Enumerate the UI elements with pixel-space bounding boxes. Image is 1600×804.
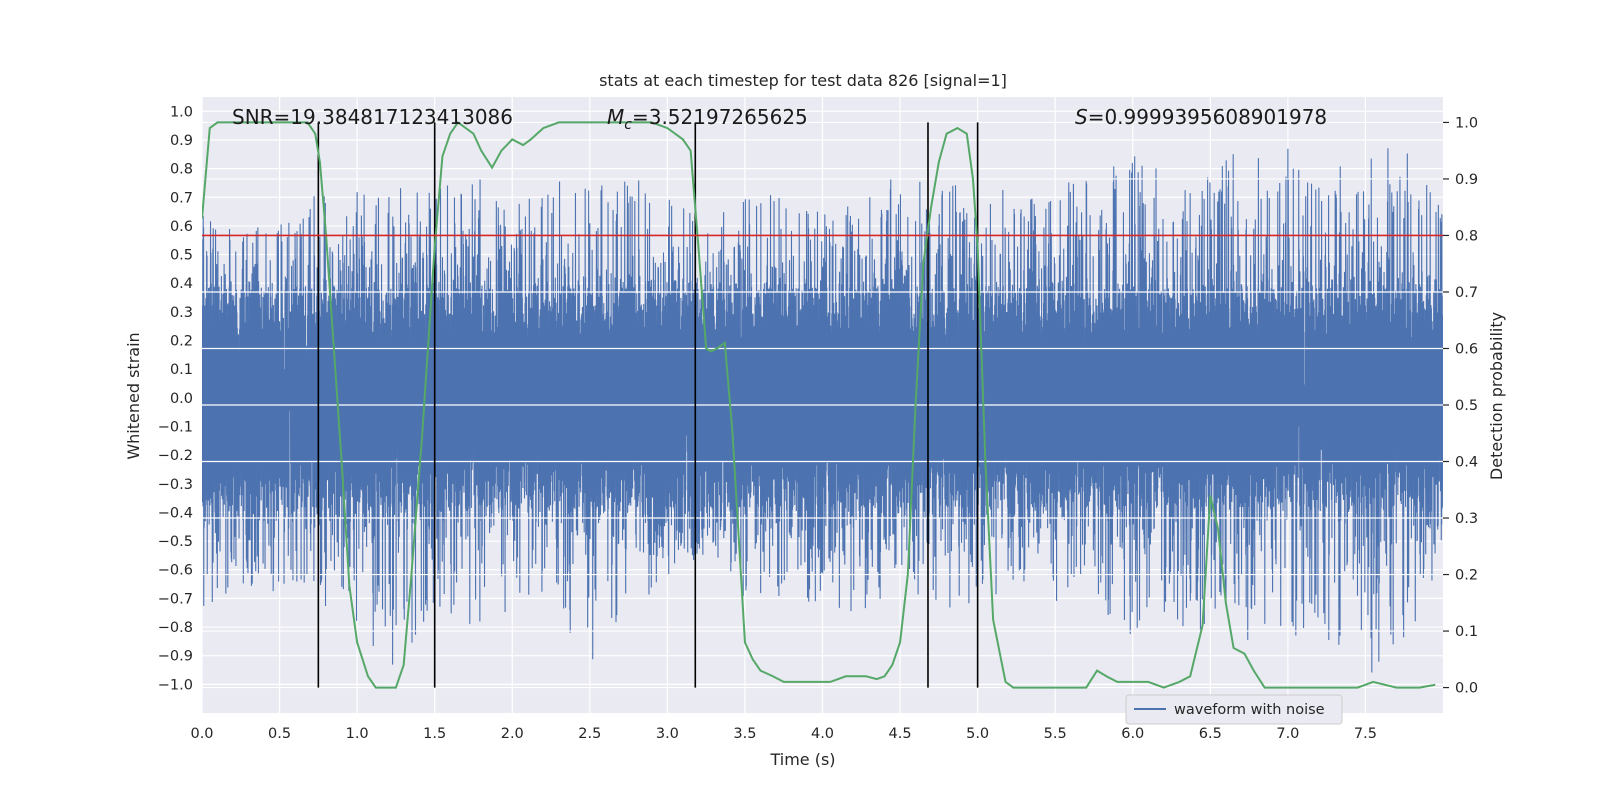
legend-box	[1125, 694, 1343, 725]
y2-tick-label: 0.2	[1455, 568, 1478, 584]
y-tick-label: 0.5	[170, 248, 193, 264]
chirp-mass-symbol: M	[607, 105, 624, 129]
score-symbol: S	[1075, 105, 1088, 129]
y-tick-label: −0.7	[158, 591, 193, 607]
y-tick-label: 0.2	[170, 334, 193, 350]
plot-contents	[202, 121, 1443, 689]
waveform-series	[202, 148, 1443, 673]
score-annotation: S=0.9999395608901978	[1075, 105, 1327, 129]
y-tick-label: 0.8	[170, 162, 193, 178]
y2-tick-label: 0.4	[1455, 455, 1478, 471]
y-tick-label: −0.3	[158, 477, 193, 493]
y2-tick-label: 0.7	[1455, 285, 1478, 301]
y-tick-label: −0.6	[158, 563, 193, 579]
x-tick-label: 5.5	[1044, 726, 1067, 742]
y-tick-label: −0.5	[158, 534, 193, 550]
x-axis-ticks: 0.0 0.5 1.0 1.5 2.0 2.5 3.0 3.5 4.0 4.5 5.0 5.5 6.0 6…	[190, 726, 1377, 742]
y-tick-label: −0.9	[158, 649, 193, 665]
waveform-line	[202, 148, 1443, 673]
y-tick-label: 0.6	[170, 219, 193, 235]
snr-annotation: SNR=19.384817123413086	[232, 105, 513, 129]
x-tick-label: 1.0	[346, 726, 369, 742]
x-tick-label: 3.5	[733, 726, 756, 742]
score-value: =0.9999395608901978	[1088, 105, 1327, 129]
chirp-mass-value: =3.52197265625	[632, 105, 808, 129]
y-tick-label: 0.7	[170, 190, 193, 206]
x-tick-label: 6.0	[1121, 726, 1144, 742]
y2-tick-label: 0.3	[1455, 511, 1478, 527]
y-tick-label: −0.2	[158, 448, 193, 464]
x-tick-label: 2.0	[501, 726, 524, 742]
y-tick-label: 0.3	[170, 305, 193, 321]
x-tick-label: 6.5	[1199, 726, 1222, 742]
y-tick-label: −0.4	[158, 505, 193, 521]
y-tick-label: 0.9	[170, 133, 193, 149]
y-tick-label: −0.8	[158, 620, 193, 636]
y-axis-ticks: 1.0 0.9 0.8 0.7 0.6 0.5 0.4 0.3 0.2 0.1 0.0 −0.1 −0.…	[158, 104, 193, 693]
chirp-mass-annotation: Mc=3.52197265625	[607, 105, 808, 133]
y-tick-label: 1.0	[170, 104, 193, 120]
x-tick-label: 7.5	[1354, 726, 1377, 742]
chirp-mass-subscript: c	[624, 117, 632, 133]
probability-series	[202, 121, 1436, 689]
y2-axis-label: Detection probability	[1487, 312, 1506, 480]
x-tick-label: 0.0	[190, 726, 213, 742]
x-tick-label: 2.5	[578, 726, 601, 742]
chart-title: stats at each timestep for test data 826…	[599, 71, 1007, 90]
x-tick-label: 4.5	[889, 726, 912, 742]
y-axis-label: Whitened strain	[124, 332, 143, 459]
legend: waveform with noise	[1125, 694, 1343, 725]
x-axis-label: Time (s)	[769, 750, 835, 769]
y2-tick-label: 0.6	[1455, 341, 1478, 357]
x-tick-label: 3.0	[656, 726, 679, 742]
y-tick-label: 0.0	[170, 391, 193, 407]
x-tick-label: 5.0	[966, 726, 989, 742]
x-tick-label: 4.0	[811, 726, 834, 742]
y2-tick-label: 0.1	[1455, 624, 1478, 640]
y-tick-label: 0.1	[170, 362, 193, 378]
x-tick-label: 1.5	[423, 726, 446, 742]
vertical-lines	[317, 122, 979, 688]
x-tick-label: 0.5	[268, 726, 291, 742]
y2-tick-label: 1.0	[1455, 115, 1478, 131]
y2-tick-label: 0.0	[1455, 681, 1478, 697]
y2-tick-label: 0.9	[1455, 172, 1478, 188]
legend-label-waveform: waveform with noise	[1174, 702, 1325, 718]
y-tick-label: 0.4	[170, 276, 193, 292]
y2-tick-label: 0.8	[1455, 228, 1478, 244]
y-tick-label: −1.0	[158, 677, 193, 693]
detection-probability-line	[202, 121, 1436, 689]
y2-tick-label: 0.5	[1455, 398, 1478, 414]
y-tick-label: −0.1	[158, 419, 193, 435]
y2-axis-ticks: 1.0 0.9 0.8 0.7 0.6 0.5 0.4 0.3 0.2 0.1 0.0	[1443, 115, 1478, 697]
x-tick-label: 7.0	[1276, 726, 1299, 742]
